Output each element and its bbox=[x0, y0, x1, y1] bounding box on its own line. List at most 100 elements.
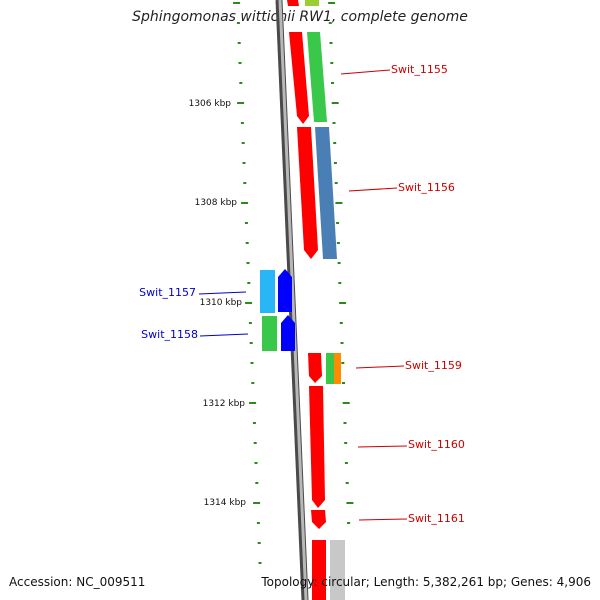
outer-tick bbox=[334, 182, 338, 184]
cds-swit-1157 bbox=[278, 269, 292, 312]
cds-swit-1161 bbox=[311, 510, 326, 529]
inner-tick bbox=[249, 342, 253, 344]
cds-forward-top bbox=[287, 0, 299, 6]
gene-label-swit-1161[interactable]: Swit_1161 bbox=[408, 512, 465, 525]
inner-tick bbox=[238, 62, 242, 64]
gene-label-swit-1158[interactable]: Swit_1158 bbox=[141, 328, 198, 341]
cds-swit-1156 bbox=[297, 127, 318, 259]
inner-tick bbox=[256, 522, 260, 524]
leader-swit-1158 bbox=[199, 333, 249, 337]
inner-tick bbox=[237, 102, 245, 104]
outer-tick bbox=[336, 222, 340, 224]
inner-tick bbox=[253, 442, 257, 444]
cog-swit-1159-orange bbox=[334, 353, 341, 384]
outer-tick bbox=[331, 82, 334, 84]
outer-tick bbox=[339, 322, 343, 324]
gene-label-swit-1155[interactable]: Swit_1155 bbox=[391, 63, 448, 76]
cds-swit-1160 bbox=[309, 386, 325, 508]
inner-tick bbox=[255, 482, 259, 484]
outer-tick bbox=[337, 262, 341, 264]
outer-tick bbox=[331, 102, 339, 104]
gene-labels: Swit_1155 Swit_1156 Swit_1157 Swit_1158 … bbox=[139, 63, 465, 525]
outer-tick bbox=[341, 362, 345, 364]
cog-bottom-gray bbox=[330, 540, 345, 600]
gene-label-swit-1156[interactable]: Swit_1156 bbox=[398, 181, 455, 194]
map-title: Sphingomonas wittichii RW1, complete gen… bbox=[132, 9, 468, 25]
accession-text: Accession: NC_009511 bbox=[9, 575, 146, 589]
outer-tick bbox=[332, 122, 336, 124]
outer-tick bbox=[344, 462, 348, 464]
leader-swit-1161 bbox=[358, 518, 408, 521]
cog-top-lime bbox=[305, 0, 319, 6]
inner-tick bbox=[245, 302, 253, 304]
inner-tick bbox=[244, 222, 248, 224]
kbp-label-1312: 1312 kbp bbox=[203, 399, 246, 409]
inner-tick bbox=[241, 202, 249, 204]
kbp-label-1314: 1314 kbp bbox=[204, 498, 247, 508]
outer-tick bbox=[339, 302, 347, 304]
outer-tick bbox=[335, 202, 343, 204]
cds-swit-1155 bbox=[289, 32, 309, 124]
inner-tick bbox=[233, 2, 241, 4]
cds-swit-1159 bbox=[308, 353, 322, 383]
outer-tick bbox=[343, 422, 347, 424]
cog-swit-1158 bbox=[262, 316, 277, 351]
outer-tick bbox=[330, 62, 334, 64]
inner-tick bbox=[246, 262, 250, 264]
gene-label-swit-1157[interactable]: Swit_1157 bbox=[139, 286, 196, 299]
outer-tick bbox=[342, 382, 345, 384]
cog-swit-1155 bbox=[307, 32, 327, 122]
outer-tick bbox=[344, 442, 348, 444]
outer-tick bbox=[340, 342, 344, 344]
inner-tick bbox=[247, 282, 251, 284]
inner-tick-marks bbox=[233, 2, 262, 564]
cog-swit-1157 bbox=[260, 270, 275, 313]
outer-tick bbox=[345, 482, 349, 484]
cog-swit-1156 bbox=[315, 127, 337, 259]
outer-tick bbox=[336, 242, 340, 244]
inner-tick bbox=[250, 362, 254, 364]
inner-tick bbox=[248, 322, 252, 324]
cds-forward-bottom bbox=[312, 540, 326, 600]
genome-stats-text: Topology: circular; Length: 5,382,261 bp… bbox=[261, 575, 591, 589]
outer-tick bbox=[328, 2, 336, 4]
inner-tick bbox=[245, 242, 249, 244]
inner-tick bbox=[257, 542, 261, 544]
outer-tick bbox=[347, 522, 351, 524]
inner-tick bbox=[251, 382, 255, 384]
leader-swit-1156 bbox=[348, 187, 398, 192]
leader-swit-1160 bbox=[357, 445, 408, 448]
inner-tick bbox=[249, 402, 257, 404]
leader-swit-1155 bbox=[340, 69, 391, 75]
inner-tick bbox=[243, 182, 247, 184]
backbone-line bbox=[278, 0, 308, 600]
outer-tick bbox=[346, 502, 354, 504]
inner-tick bbox=[254, 462, 258, 464]
outer-tick bbox=[328, 22, 332, 24]
inner-tick bbox=[237, 42, 241, 44]
inner-tick bbox=[253, 502, 261, 504]
cds-swit-1158 bbox=[281, 315, 295, 351]
outer-tick bbox=[333, 162, 337, 164]
gene-label-swit-1159[interactable]: Swit_1159 bbox=[405, 359, 462, 372]
leader-swit-1159 bbox=[355, 365, 405, 369]
leader-lines bbox=[198, 69, 408, 521]
leader-swit-1157 bbox=[198, 291, 247, 295]
kbp-label-1308: 1308 kbp bbox=[195, 198, 238, 208]
outer-tick-marks bbox=[328, 2, 354, 524]
inner-tick bbox=[239, 82, 243, 84]
cog-swit-1159-green bbox=[326, 353, 334, 384]
outer-tick bbox=[329, 42, 333, 44]
outer-tick bbox=[333, 142, 337, 144]
kbp-label-1306: 1306 kbp bbox=[189, 99, 232, 109]
kbp-label-1310: 1310 kbp bbox=[200, 298, 243, 308]
inner-tick bbox=[252, 422, 256, 424]
kbp-labels: 1306 kbp 1308 kbp 1310 kbp 1312 kbp 1314… bbox=[189, 99, 247, 508]
inner-tick bbox=[240, 122, 244, 124]
inner-tick bbox=[258, 562, 262, 564]
inner-tick bbox=[241, 142, 245, 144]
gene-label-swit-1160[interactable]: Swit_1160 bbox=[408, 438, 465, 451]
inner-tick bbox=[236, 22, 240, 24]
outer-tick bbox=[342, 402, 350, 404]
